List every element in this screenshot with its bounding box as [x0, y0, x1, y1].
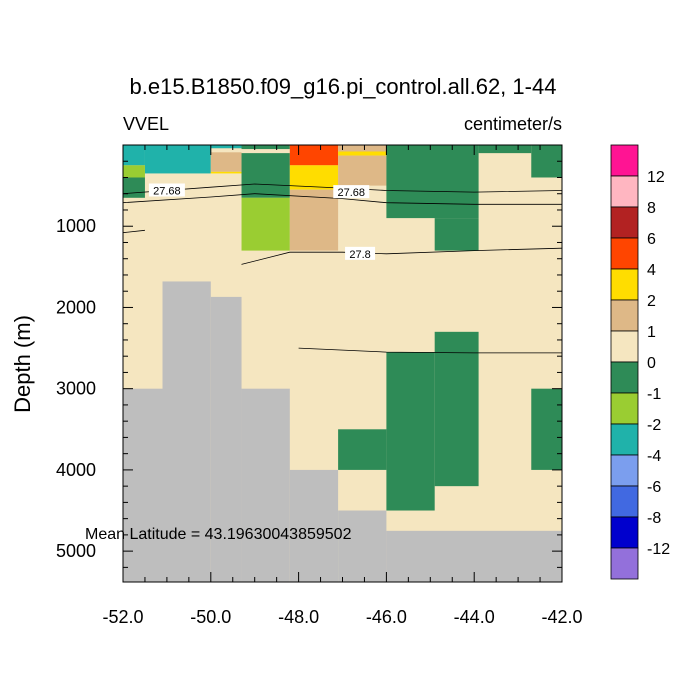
right-label: centimeter/s — [464, 114, 562, 134]
y-axis-label: Depth (m) — [10, 315, 35, 413]
land-mask — [123, 281, 562, 582]
left-label: VVEL — [123, 114, 169, 134]
land-cell — [289, 469, 339, 582]
contour-line — [122, 193, 562, 205]
plot-area: 27.68 27.68 27.8 -52.0 -50.0 -48.0 -46.0 -44.0… — [56, 144, 583, 627]
heatmap-cell — [531, 145, 562, 178]
x-tick-label: -42.0 — [541, 607, 582, 627]
heatmap-cell — [289, 189, 339, 251]
heatmap-cell — [144, 145, 211, 174]
heatmap-cell — [241, 145, 290, 150]
heatmap-cell — [241, 197, 290, 251]
colorbar-swatch — [610, 516, 639, 549]
colorbar-swatch — [610, 268, 639, 301]
y-tick-label: 2000 — [56, 297, 96, 317]
colorbar-swatch — [610, 299, 639, 332]
colorbar-label: 8 — [647, 200, 656, 217]
land-cell — [162, 281, 211, 582]
y-tick-label: 5000 — [56, 541, 96, 561]
colorbar-label: -1 — [647, 386, 661, 403]
x-tick-label: -48.0 — [278, 607, 319, 627]
colorbar-swatch — [610, 206, 639, 239]
heatmap-cell — [338, 429, 387, 470]
heatmap-cell — [210, 171, 242, 174]
colorbar-label: -6 — [647, 479, 661, 496]
heatmap-cell — [289, 165, 339, 190]
contour-label: 27.68 — [338, 187, 366, 199]
y-tick-label: 4000 — [56, 460, 96, 480]
x-tick-label: -52.0 — [102, 607, 143, 627]
land-cell — [241, 388, 290, 582]
colorbar-swatch — [610, 547, 639, 580]
heatmap-cell — [210, 152, 242, 172]
colorbar-label: 2 — [647, 293, 656, 310]
colorbar-label: -4 — [647, 448, 661, 465]
heatmap-cell — [210, 145, 260, 149]
colorbar-label: -2 — [647, 417, 661, 434]
heatmap-cell — [478, 145, 532, 154]
x-tick-label: -44.0 — [454, 607, 495, 627]
heatmap-cell — [434, 331, 479, 487]
colorbar-swatch — [610, 392, 639, 425]
colorbar-label: -8 — [647, 510, 661, 527]
colorbar-label: 0 — [647, 355, 656, 372]
contour-line — [298, 347, 562, 354]
heatmap-cell — [123, 165, 145, 178]
x-tick-label: -50.0 — [190, 607, 231, 627]
colorbar-swatch — [610, 175, 639, 208]
contour-label: 27.8 — [349, 249, 370, 261]
land-cell — [210, 296, 242, 582]
colorbar-swatch — [610, 144, 639, 177]
colorbar-label: 4 — [647, 262, 656, 279]
axis-ticks — [122, 145, 563, 582]
heatmap-cell — [289, 145, 339, 166]
colorbar: 12 8 6 4 2 1 0 -1 -2 -4 -6 -8 -12 — [610, 144, 670, 580]
density-contours: 27.68 27.68 27.8 — [122, 183, 563, 354]
chart-title: b.e15.B1850.f09_g16.pi_control.all.62, 1… — [130, 74, 557, 99]
heatmap-cell — [338, 151, 387, 156]
x-tick-label: -46.0 — [366, 607, 407, 627]
y-tick-labels: 1000 2000 3000 4000 5000 — [56, 216, 96, 561]
colorbar-label: 6 — [647, 231, 656, 248]
heatmap-cell — [531, 388, 562, 470]
contour-label-box — [345, 246, 376, 260]
colorbar-swatch — [610, 361, 639, 394]
heatmap-cell — [386, 145, 479, 219]
heatmap-cell — [241, 153, 290, 198]
colorbar-swatch — [610, 454, 639, 487]
land-cell — [123, 388, 163, 582]
colorbar-label: 1 — [647, 324, 656, 341]
colorbar-label: 12 — [647, 169, 665, 186]
heatmap-cell — [338, 155, 387, 186]
heatmap-cell — [123, 145, 145, 166]
heatmap-cell — [123, 177, 145, 198]
y-tick-label: 1000 — [56, 216, 96, 236]
land-cell — [338, 510, 387, 582]
mean-latitude-annotation: Mean Latitude = 43.19630043859502 — [85, 526, 352, 543]
y-tick-label: 3000 — [56, 379, 96, 399]
heatmap-cell — [434, 218, 479, 251]
colorbar-swatch — [610, 237, 639, 270]
contour-label-box — [148, 183, 185, 197]
contour-line — [122, 229, 145, 234]
heatmap-cell — [386, 352, 435, 511]
contour-label: 27.68 — [153, 185, 181, 197]
colorbar-swatch — [610, 485, 639, 518]
heatmap-cell — [338, 145, 387, 152]
colorbar-swatch — [610, 423, 639, 456]
contour-label-box — [333, 185, 370, 199]
x-tick-labels: -52.0 -50.0 -48.0 -46.0 -44.0 -42.0 — [102, 607, 582, 627]
colorbar-swatch — [610, 330, 639, 363]
colorbar-label: -12 — [647, 541, 670, 558]
